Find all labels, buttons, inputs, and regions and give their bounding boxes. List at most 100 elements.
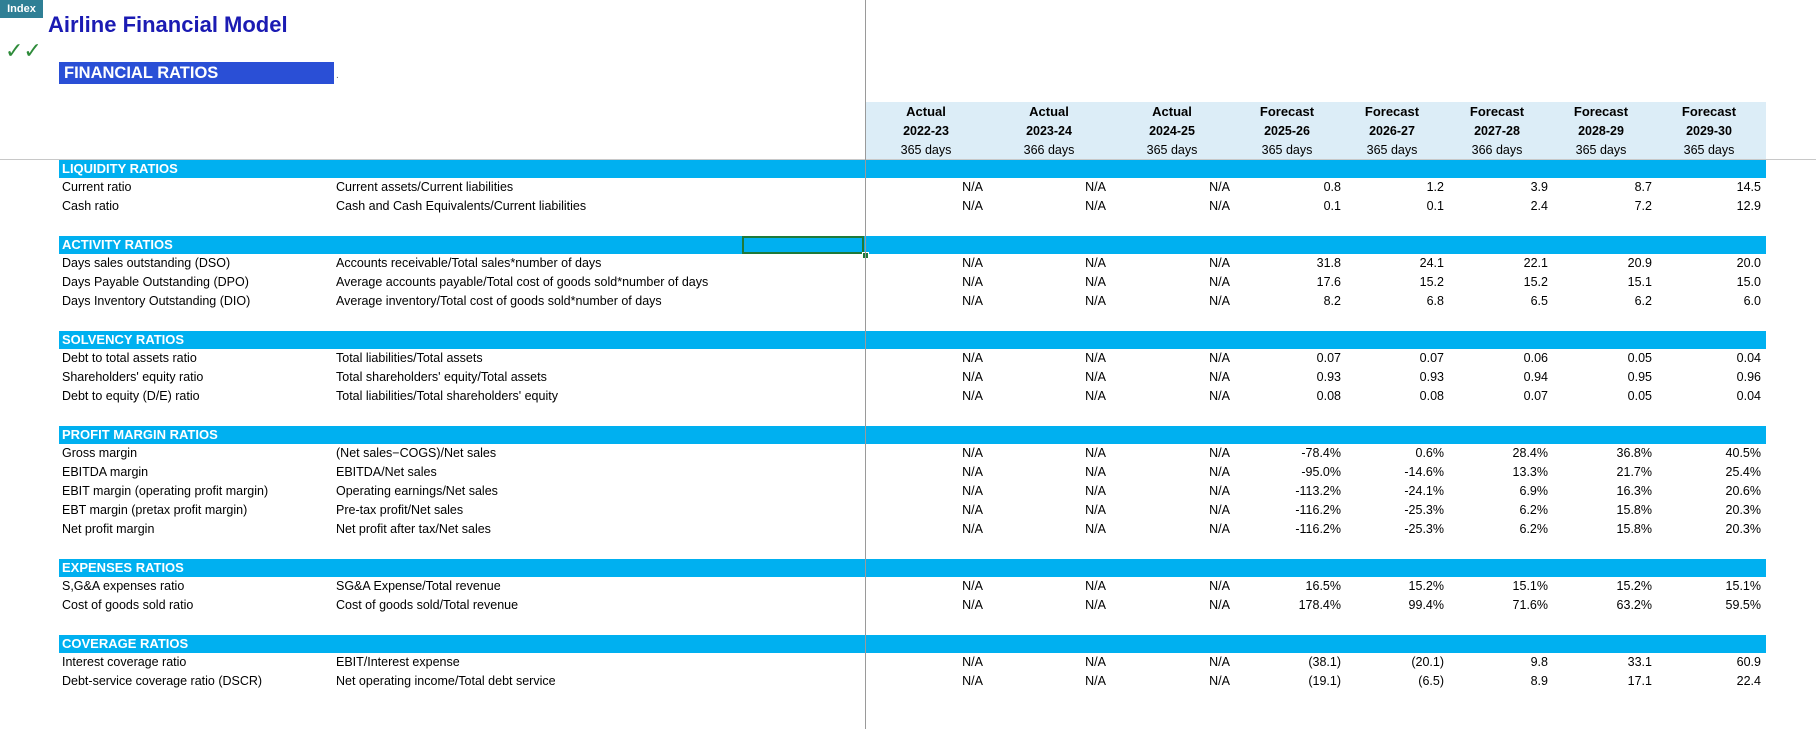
ratio-value-cell[interactable]: N/A xyxy=(1209,389,1230,403)
ratio-value-cell[interactable]: N/A xyxy=(1085,674,1106,688)
ratio-value-cell[interactable]: 0.93 xyxy=(1316,370,1341,384)
ratio-formula[interactable]: SG&A Expense/Total revenue xyxy=(336,579,501,593)
ratio-value-cell[interactable]: N/A xyxy=(1085,256,1106,270)
ratio-value-cell[interactable]: N/A xyxy=(962,674,983,688)
ratio-value-cell[interactable]: 3.9 xyxy=(1530,180,1548,194)
ratio-value-cell[interactable]: 9.8 xyxy=(1530,655,1548,669)
ratio-value-cell[interactable]: N/A xyxy=(962,522,983,536)
ratio-value-cell[interactable]: 0.07 xyxy=(1419,351,1444,365)
ratio-value-cell[interactable]: 24.1 xyxy=(1419,256,1444,270)
ratio-value-cell[interactable]: 25.4% xyxy=(1725,465,1761,479)
ratio-value-cell[interactable]: (6.5) xyxy=(1418,674,1444,688)
ratio-value-cell[interactable]: N/A xyxy=(1085,351,1106,365)
ratio-value-cell[interactable]: -116.2% xyxy=(1295,503,1341,517)
ratio-name[interactable]: Debt-service coverage ratio (DSCR) xyxy=(62,674,263,688)
ratio-value-cell[interactable]: N/A xyxy=(1209,484,1230,498)
ratio-value-cell[interactable]: 17.1 xyxy=(1627,674,1652,688)
ratio-value-cell[interactable]: (38.1) xyxy=(1308,655,1341,669)
ratio-value-cell[interactable]: N/A xyxy=(1085,199,1106,213)
ratio-value-cell[interactable]: 28.4% xyxy=(1512,446,1548,460)
ratio-name[interactable]: Net profit margin xyxy=(62,522,155,536)
ratio-value-cell[interactable]: 31.8 xyxy=(1316,256,1341,270)
ratio-value-cell[interactable]: 6.2% xyxy=(1519,503,1549,517)
ratio-value-cell[interactable]: 0.8 xyxy=(1323,180,1341,194)
ratio-value-cell[interactable]: -14.6% xyxy=(1404,465,1444,479)
ratio-name[interactable]: Cash ratio xyxy=(62,199,119,213)
ratio-value-cell[interactable]: N/A xyxy=(1085,389,1106,403)
ratio-value-cell[interactable]: N/A xyxy=(1209,522,1230,536)
ratio-value-cell[interactable]: 16.5% xyxy=(1305,579,1341,593)
ratio-name[interactable]: EBT margin (pretax profit margin) xyxy=(62,503,248,517)
ratio-value-cell[interactable]: N/A xyxy=(1209,256,1230,270)
ratio-name[interactable]: Days Payable Outstanding (DPO) xyxy=(62,275,249,289)
ratio-value-cell[interactable]: N/A xyxy=(1209,294,1230,308)
ratio-value-cell[interactable]: 40.5% xyxy=(1725,446,1761,460)
ratio-name[interactable]: Gross margin xyxy=(62,446,138,460)
ratio-formula[interactable]: Cash and Cash Equivalents/Current liabil… xyxy=(336,199,587,213)
ratio-value-cell[interactable]: N/A xyxy=(1085,655,1106,669)
ratio-name[interactable]: Cost of goods sold ratio xyxy=(62,598,194,612)
ratio-value-cell[interactable]: N/A xyxy=(962,294,983,308)
ratio-value-cell[interactable]: 0.07 xyxy=(1316,351,1341,365)
ratio-value-cell[interactable]: -95.0% xyxy=(1301,465,1341,479)
ratio-value-cell[interactable]: 1.2 xyxy=(1426,180,1444,194)
ratio-value-cell[interactable]: N/A xyxy=(1085,522,1106,536)
ratio-value-cell[interactable]: 20.3% xyxy=(1725,522,1761,536)
ratio-value-cell[interactable]: N/A xyxy=(962,579,983,593)
ratio-formula[interactable]: Cost of goods sold/Total revenue xyxy=(336,598,519,612)
ratio-value-cell[interactable]: -116.2% xyxy=(1295,522,1341,536)
ratio-name[interactable]: Debt to equity (D/E) ratio xyxy=(62,389,200,403)
ratio-value-cell[interactable]: 178.4% xyxy=(1298,598,1341,612)
ratio-value-cell[interactable]: 15.1% xyxy=(1512,579,1548,593)
ratio-value-cell[interactable]: 0.08 xyxy=(1419,389,1444,403)
ratio-value-cell[interactable]: N/A xyxy=(1209,370,1230,384)
ratio-value-cell[interactable]: N/A xyxy=(1209,674,1230,688)
ratio-value-cell[interactable]: 6.2% xyxy=(1519,522,1549,536)
ratio-value-cell[interactable]: 12.9 xyxy=(1736,199,1761,213)
ratio-value-cell[interactable]: 33.1 xyxy=(1627,655,1652,669)
ratio-value-cell[interactable]: N/A xyxy=(1209,275,1230,289)
ratio-formula[interactable]: Total liabilities/Total assets xyxy=(336,351,483,365)
ratio-formula[interactable]: Pre-tax profit/Net sales xyxy=(336,503,464,517)
ratio-formula[interactable]: EBITDA/Net sales xyxy=(336,465,437,479)
ratio-value-cell[interactable]: -24.1% xyxy=(1404,484,1444,498)
ratio-value-cell[interactable]: 21.7% xyxy=(1616,465,1652,479)
ratio-value-cell[interactable]: 6.8 xyxy=(1426,294,1444,308)
ratio-value-cell[interactable]: 59.5% xyxy=(1725,598,1761,612)
ratio-value-cell[interactable]: N/A xyxy=(962,370,983,384)
ratio-formula[interactable]: Net operating income/Total debt service xyxy=(336,674,556,688)
ratio-value-cell[interactable]: 17.6 xyxy=(1316,275,1341,289)
ratio-value-cell[interactable]: (19.1) xyxy=(1308,674,1341,688)
ratio-value-cell[interactable]: 71.6% xyxy=(1512,598,1548,612)
ratio-value-cell[interactable]: N/A xyxy=(962,389,983,403)
ratio-value-cell[interactable]: 63.2% xyxy=(1616,598,1652,612)
ratio-value-cell[interactable]: 0.08 xyxy=(1316,389,1341,403)
ratio-value-cell[interactable]: 0.06 xyxy=(1523,351,1548,365)
ratio-value-cell[interactable]: 6.2 xyxy=(1634,294,1652,308)
ratio-value-cell[interactable]: 20.6% xyxy=(1725,484,1761,498)
ratio-value-cell[interactable]: N/A xyxy=(962,465,983,479)
ratio-value-cell[interactable]: 60.9 xyxy=(1736,655,1761,669)
ratio-value-cell[interactable]: N/A xyxy=(962,598,983,612)
ratio-value-cell[interactable]: N/A xyxy=(1085,446,1106,460)
ratio-name[interactable]: EBIT margin (operating profit margin) xyxy=(62,484,269,498)
ratio-formula[interactable]: (Net sales−COGS)/Net sales xyxy=(336,446,497,460)
ratio-value-cell[interactable]: 0.04 xyxy=(1736,389,1761,403)
ratio-value-cell[interactable]: N/A xyxy=(962,351,983,365)
ratio-value-cell[interactable]: 15.0 xyxy=(1736,275,1761,289)
ratio-formula[interactable]: Current assets/Current liabilities xyxy=(336,180,514,194)
ratio-value-cell[interactable]: -113.2% xyxy=(1295,484,1341,498)
ratio-value-cell[interactable]: N/A xyxy=(1209,655,1230,669)
ratio-name[interactable]: Debt to total assets ratio xyxy=(62,351,197,365)
ratio-value-cell[interactable]: 15.8% xyxy=(1616,503,1652,517)
ratio-formula[interactable]: Net profit after tax/Net sales xyxy=(336,522,491,536)
ratio-value-cell[interactable]: 14.5 xyxy=(1736,180,1761,194)
ratio-value-cell[interactable]: (20.1) xyxy=(1411,655,1444,669)
ratio-formula[interactable]: Accounts receivable/Total sales*number o… xyxy=(336,256,602,270)
ratio-value-cell[interactable]: N/A xyxy=(1209,180,1230,194)
ratio-value-cell[interactable]: -25.3% xyxy=(1404,522,1444,536)
ratio-name[interactable]: Interest coverage ratio xyxy=(62,655,187,669)
ratio-value-cell[interactable]: N/A xyxy=(1085,294,1106,308)
ratio-formula[interactable]: EBIT/Interest expense xyxy=(336,655,460,669)
ratio-value-cell[interactable]: 0.6% xyxy=(1415,446,1445,460)
